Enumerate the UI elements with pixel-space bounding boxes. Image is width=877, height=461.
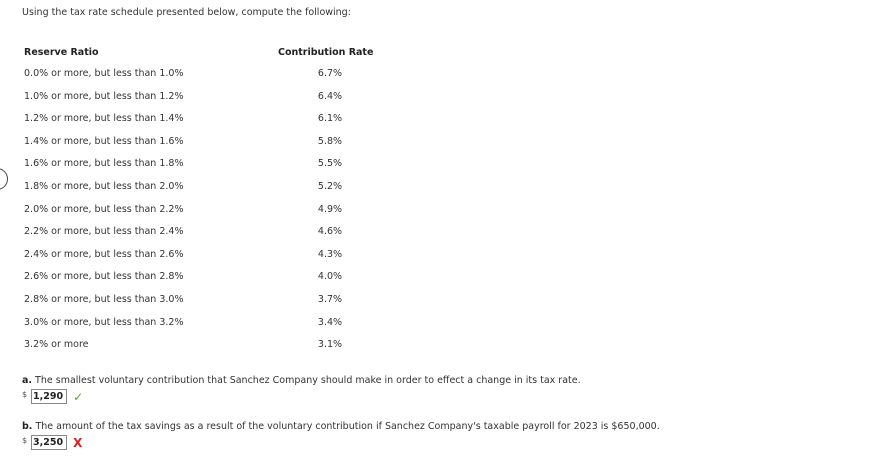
reserve-ratio-cell: 0.0% or more, but less than 1.0% [24, 68, 184, 79]
reserve-ratio-cell: 2.8% or more, but less than 3.0% [24, 293, 184, 305]
reserve-ratio-cell: 3.0% or more, but less than 3.2% [24, 316, 184, 328]
answer-b-row: $ 3,250 X [22, 435, 82, 450]
table-row: 2.4% or more, but less than 2.6% 4.3% [24, 248, 404, 271]
reserve-ratio-cell: 1.4% or more, but less than 1.6% [24, 135, 184, 147]
answer-b-input[interactable]: 3,250 [31, 435, 68, 450]
contribution-rate-cell: 5.2% [317, 180, 343, 192]
contribution-rate-cell: 3.4% [317, 316, 343, 328]
reserve-ratio-cell: 1.2% or more, but less than 1.4% [24, 113, 184, 125]
check-icon: ✓ [73, 389, 84, 404]
table-row: 3.2% or more 3.1% [24, 338, 404, 361]
contribution-rate-cell: 5.5% [317, 158, 343, 170]
reserve-ratio-cell: 1.8% or more, but less than 2.0% [24, 180, 184, 192]
contribution-rate-cell: 4.9% [317, 203, 343, 215]
contribution-rate-cell: 4.6% [317, 226, 343, 238]
table-row: 2.2% or more, but less than 2.4% 4.6% [24, 225, 404, 248]
question-a: a. The smallest voluntary contribution t… [22, 375, 581, 386]
table-header: Reserve Ratio Contribution Rate [24, 46, 404, 60]
question-b-label: b. [22, 421, 33, 432]
table-row: 2.6% or more, but less than 2.8% 4.0% [24, 270, 404, 293]
question-b-text: The amount of the tax savings as a resul… [32, 421, 660, 432]
answer-b-currency: $ [22, 436, 28, 445]
table-row: 3.0% or more, but less than 3.2% 3.4% [24, 316, 404, 339]
contribution-rate-cell: 5.8% [317, 135, 343, 147]
instruction-text: Using the tax rate schedule presented be… [22, 7, 351, 18]
table-row: 2.0% or more, but less than 2.2% 4.9% [24, 203, 404, 226]
table-body: 0.0% or more, but less than 1.0% 6.7% 1.0%… [24, 67, 404, 361]
reserve-ratio-cell: 3.2% or more [24, 339, 89, 351]
table-row: 1.0% or more, but less than 1.2% 6.4% [24, 90, 404, 113]
answer-a-input[interactable]: 1,290 [31, 389, 68, 404]
reserve-ratio-cell: 2.4% or more, but less than 2.6% [24, 248, 184, 260]
reserve-ratio-cell: 2.0% or more, but less than 2.2% [24, 203, 184, 215]
table-row: 0.0% or more, but less than 1.0% 6.7% [24, 67, 404, 90]
tax-rate-schedule: Reserve Ratio Contribution Rate 0.0% or … [24, 46, 404, 350]
collapse-toggle-icon[interactable] [0, 168, 8, 190]
contribution-rate-cell: 3.7% [317, 293, 343, 305]
table-row: 1.8% or more, but less than 2.0% 5.2% [24, 180, 404, 203]
contribution-rate-cell: 3.1% [317, 339, 343, 351]
answer-a-row: $ 1,290 ✓ [22, 389, 83, 404]
contribution-rate-cell: 6.1% [317, 113, 343, 125]
contribution-rate-cell: 6.4% [317, 90, 343, 102]
contribution-rate-cell: 6.7% [317, 68, 343, 79]
header-reserve-ratio: Reserve Ratio [24, 47, 99, 58]
contribution-rate-cell: 4.3% [317, 248, 343, 260]
question-a-label: a. [22, 375, 33, 386]
table-row: 1.6% or more, but less than 1.8% 5.5% [24, 157, 404, 180]
reserve-ratio-cell: 2.6% or more, but less than 2.8% [24, 271, 184, 283]
contribution-rate-cell: 4.0% [317, 271, 343, 283]
reserve-ratio-cell: 1.0% or more, but less than 1.2% [24, 90, 184, 102]
question-a-text: The smallest voluntary contribution that… [32, 375, 581, 386]
reserve-ratio-cell: 1.6% or more, but less than 1.8% [24, 158, 184, 170]
table-row: 1.4% or more, but less than 1.6% 5.8% [24, 135, 404, 158]
table-row: 2.8% or more, but less than 3.0% 3.7% [24, 293, 404, 316]
reserve-ratio-cell: 2.2% or more, but less than 2.4% [24, 226, 184, 238]
answer-a-currency: $ [22, 390, 28, 399]
cross-icon: X [73, 435, 83, 450]
table-row: 1.2% or more, but less than 1.4% 6.1% [24, 112, 404, 135]
question-b: b. The amount of the tax savings as a re… [22, 421, 660, 432]
header-contribution-rate: Contribution Rate [278, 47, 374, 58]
